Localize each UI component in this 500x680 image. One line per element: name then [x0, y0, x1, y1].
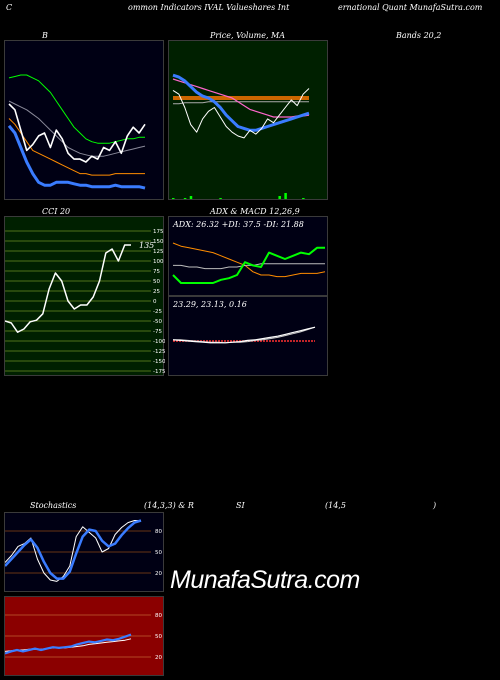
cci-tick-label-5: 50 — [153, 279, 160, 285]
cci-tick-label-11: -100 — [153, 339, 165, 345]
pv-volume-bar-8 — [219, 198, 222, 199]
pv-volume-bar-2 — [183, 198, 187, 199]
cci-tick-label-8: -25 — [153, 309, 162, 315]
cci-tick-label-13: -150 — [153, 359, 165, 365]
watermark: MunafaSutra.com — [170, 566, 360, 594]
rsi-tick-label-1: 50 — [155, 634, 162, 640]
macd-chart — [172, 326, 316, 344]
macd-line — [172, 326, 316, 344]
cci-panel: 175 150 125 100 75 50 25 0 -25 -50 -75 -100 -125 -150… — [4, 216, 165, 376]
cci-tick-label-14: -175 — [153, 369, 165, 375]
bollinger-series-3 — [8, 103, 146, 163]
pv-volume-bar-0 — [172, 198, 175, 199]
stoch-tick-label-1: 50 — [155, 550, 162, 556]
stoch-k — [5, 520, 141, 582]
stoch-params: (14,3,3) & R — [144, 501, 194, 510]
bollinger-panel — [4, 40, 164, 200]
cci-tick-label-3: 100 — [153, 259, 164, 265]
pv-ma-blue — [172, 73, 310, 132]
stoch-tick-label-2: 20 — [155, 571, 162, 577]
stochastics-panel: 80 50 20 — [4, 512, 164, 592]
stoch-tick-label-0: 80 — [155, 529, 162, 535]
macd-panel: 23.29, 23.13, 0.16 — [168, 296, 328, 376]
close-paren: ) — [433, 501, 437, 510]
cci-tick-label-4: 75 — [153, 269, 160, 275]
pv-volume-bar-19 — [284, 193, 287, 199]
adx-plus-di — [172, 246, 325, 284]
pv-volume-bar-22 — [302, 198, 305, 199]
cci-tick-label-10: -75 — [153, 329, 162, 335]
header-title-right: ernational Quant MunafaSutra.com — [338, 3, 483, 12]
adx-chart — [172, 242, 326, 284]
cci-tick-label-1: 150 — [153, 239, 164, 245]
bollinger-series-2 — [8, 118, 145, 176]
rsi-tick-label-2: 20 — [155, 655, 162, 661]
rsi-panel: 80 50 20 — [4, 596, 164, 676]
rsi-tick-label-0: 80 — [155, 613, 162, 619]
pv-volume-bar-18 — [278, 196, 281, 199]
stochastics-chart: 80 50 20 — [5, 519, 162, 582]
price-volume-panel — [168, 40, 328, 200]
cci-chart: 175 150 125 100 75 50 25 0 -25 -50 -75 -100 -125 -150… — [5, 229, 165, 375]
adx-minus-di — [172, 242, 326, 278]
pv-price — [172, 88, 310, 139]
pv-volume-bar-3 — [189, 196, 193, 199]
rsi-params: (14,5 — [325, 501, 346, 510]
header-c: C — [6, 3, 13, 12]
adx-line — [173, 263, 325, 270]
pv-ma-gray — [173, 101, 309, 105]
bb-label: B — [42, 31, 48, 40]
rsi-label: SI — [236, 501, 245, 510]
cci-tick-label-9: -50 — [153, 319, 162, 325]
cci-tick-label-7: 0 — [153, 299, 157, 305]
pv-label: Price, Volume, MA — [210, 31, 286, 40]
rsi-line — [5, 633, 132, 655]
adx-values: ADX: 26.32 +DI: 37.5 -DI: 21.88 — [173, 220, 304, 229]
price-volume-chart — [172, 73, 310, 199]
pv-ma-pink — [172, 78, 310, 118]
cci-line — [5, 244, 131, 333]
bollinger-chart — [7, 74, 146, 190]
adx-panel: ADX: 26.32 +DI: 37.5 -DI: 21.88 — [168, 216, 328, 296]
rsi-chart: 80 50 20 — [5, 613, 162, 661]
stoch-d — [5, 519, 142, 580]
macd-values: 23.29, 23.13, 0.16 — [173, 300, 247, 309]
bollinger-series-0 — [8, 74, 145, 144]
stoch-label: Stochastics — [30, 501, 77, 510]
adx-label: ADX & MACD 12,26,9 — [210, 207, 300, 216]
cci-tick-label-2: 125 — [153, 249, 164, 255]
cci-tick-label-0: 175 — [153, 229, 164, 235]
bands-label: Bands 20,2 — [396, 31, 442, 40]
header-title-left: ommon Indicators IVAL Valueshares Int — [128, 3, 290, 12]
cci-tick-label-6: 25 — [153, 289, 160, 295]
cci-tick-label-12: -125 — [153, 349, 165, 355]
bollinger-series-4 — [7, 124, 146, 190]
cci-label: CCI 20 — [42, 207, 71, 216]
cci-last-value: 135 — [139, 241, 154, 250]
